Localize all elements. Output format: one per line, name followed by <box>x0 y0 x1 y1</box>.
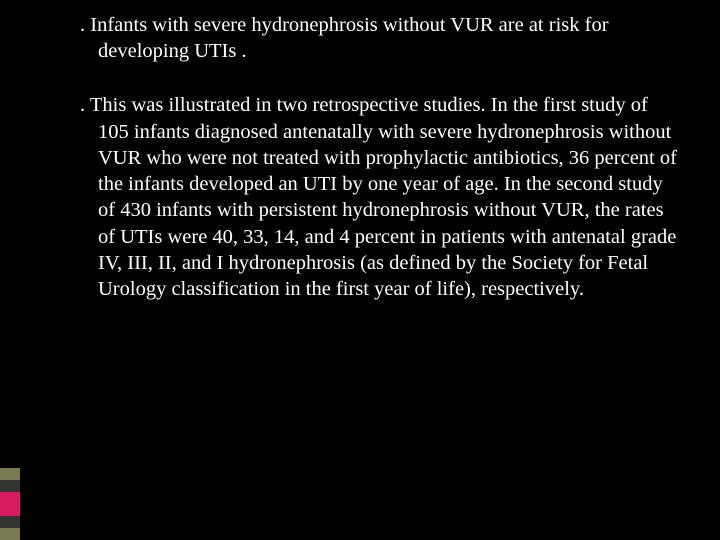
accent-segment-2 <box>0 480 20 492</box>
paragraph-1: . Infants with severe hydronephrosis wit… <box>58 12 680 64</box>
accent-segment-1 <box>0 468 20 480</box>
accent-segment-3 <box>0 492 20 516</box>
accent-bar <box>0 468 20 540</box>
paragraph-2: . This was illustrated in two retrospect… <box>58 92 680 302</box>
slide-content: . Infants with severe hydronephrosis wit… <box>0 0 720 350</box>
accent-segment-5 <box>0 528 20 540</box>
accent-segment-4 <box>0 516 20 528</box>
